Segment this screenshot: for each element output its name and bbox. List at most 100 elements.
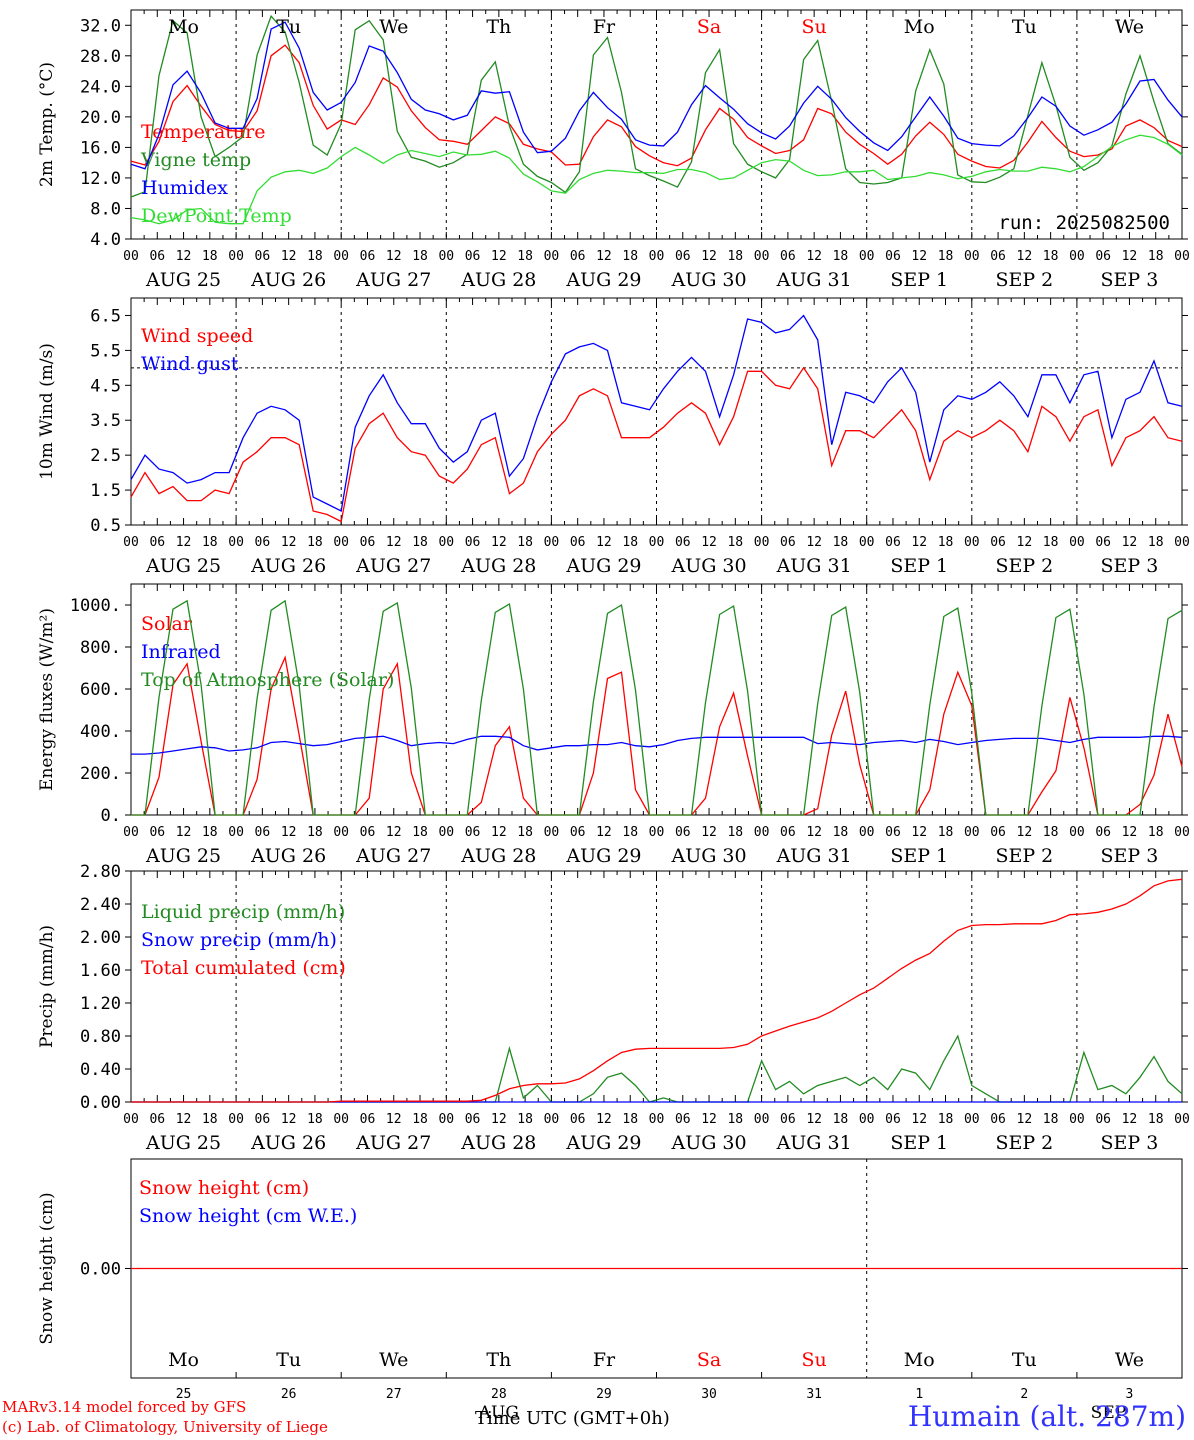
hour-tick-label: 06: [570, 1112, 586, 1127]
series-line-wind-gust: [130, 314, 1183, 512]
hour-tick-label: 00: [1174, 249, 1190, 264]
y-tick-label: 3.5: [90, 411, 121, 431]
hour-tick-label: 06: [885, 1112, 901, 1127]
date-label: AUG 30: [670, 1132, 746, 1154]
hour-tick-label: 12: [1122, 1112, 1138, 1127]
series-line-total-cumulated-cm-: [131, 878, 1183, 1103]
hour-tick-label: 00: [123, 1112, 139, 1127]
day-number-label: 1: [915, 1387, 923, 1402]
date-label: AUG 31: [776, 845, 852, 867]
y-tick-label: 0.5: [90, 516, 121, 536]
y-tick-label: 0.00: [80, 1260, 121, 1280]
model-credit: MARv3.14 model forced by GFS: [2, 1398, 247, 1416]
hour-tick-label: 00: [438, 1112, 454, 1127]
hour-tick-label: 06: [990, 249, 1006, 264]
date-label: AUG 30: [670, 269, 746, 291]
hour-tick-label: 00: [544, 535, 560, 550]
hour-tick-label: 12: [491, 249, 507, 264]
series-line-humidex: [130, 21, 1183, 170]
weekday-label: Tu: [1012, 16, 1037, 38]
hour-tick-label: 12: [596, 535, 612, 550]
y-tick-label: 200.: [80, 764, 121, 784]
legend-entry: DewPoint Temp: [141, 205, 292, 227]
hour-tick-label: 18: [938, 535, 954, 550]
hour-tick-label: 12: [911, 1112, 927, 1127]
hour-tick-label: 18: [938, 249, 954, 264]
weekday-label: We: [379, 16, 408, 38]
y-tick-label: 2.00: [80, 928, 121, 948]
hour-tick-label: 12: [281, 249, 297, 264]
hour-tick-label: 00: [123, 825, 139, 840]
hour-tick-label: 06: [255, 535, 271, 550]
hour-tick-label: 12: [701, 825, 717, 840]
hour-tick-label: 12: [701, 535, 717, 550]
series-line-dewpoint-temp: [130, 134, 1183, 225]
hour-tick-label: 18: [833, 249, 849, 264]
weekday-label: We: [379, 1349, 408, 1371]
hour-tick-label: 18: [517, 825, 533, 840]
hour-tick-label: 06: [885, 535, 901, 550]
hour-tick-label: 06: [675, 1112, 691, 1127]
date-label: AUG 28: [460, 269, 536, 291]
date-label: AUG 26: [250, 269, 326, 291]
day-number-label: 26: [281, 1387, 297, 1402]
hour-tick-label: 18: [307, 1112, 323, 1127]
hour-tick-label: 18: [938, 1112, 954, 1127]
date-label: AUG 30: [670, 555, 746, 577]
month-label: SEP: [1091, 1403, 1127, 1423]
hour-tick-label: 06: [255, 249, 271, 264]
hour-tick-label: 18: [1043, 535, 1059, 550]
hour-tick-label: 06: [570, 535, 586, 550]
weekday-label: We: [1115, 1349, 1144, 1371]
hour-tick-label: 06: [465, 1112, 481, 1127]
hour-tick-label: 06: [255, 1112, 271, 1127]
hour-tick-label: 00: [228, 249, 244, 264]
hour-tick-label: 12: [911, 535, 927, 550]
hour-tick-label: 18: [1043, 825, 1059, 840]
date-label: AUG 27: [355, 555, 431, 577]
hour-tick-label: 06: [465, 249, 481, 264]
hour-tick-label: 06: [465, 535, 481, 550]
date-label: SEP 1: [890, 845, 948, 867]
date-label: SEP 2: [995, 1132, 1053, 1154]
hour-tick-label: 06: [149, 825, 165, 840]
legend-entry: Liquid precip (mm/h): [141, 901, 345, 923]
date-label: SEP 1: [890, 269, 948, 291]
date-label: AUG 25: [145, 555, 221, 577]
y-tick-label: 5.5: [90, 341, 121, 361]
y-tick-label: 28.0: [80, 47, 121, 67]
hour-tick-label: 12: [701, 1112, 717, 1127]
x-axis-label: Time UTC (GMT+0h): [475, 1408, 670, 1429]
legend-entry: Top of Atmosphere (Solar): [141, 669, 394, 691]
y-axis-label: 10m Wind (m/s): [37, 343, 57, 480]
day-number-label: 28: [491, 1387, 507, 1402]
hour-tick-label: 18: [412, 825, 428, 840]
legend-entry: Humidex: [141, 177, 228, 199]
weekday-label: Th: [486, 1349, 511, 1371]
y-tick-label: 24.0: [80, 77, 121, 97]
hour-tick-label: 00: [1069, 535, 1085, 550]
date-label: AUG 29: [565, 555, 641, 577]
hour-tick-label: 00: [754, 249, 770, 264]
hour-tick-label: 12: [386, 1112, 402, 1127]
hour-tick-label: 00: [333, 535, 349, 550]
hour-tick-label: 18: [202, 825, 218, 840]
date-label: AUG 25: [145, 1132, 221, 1154]
hour-tick-label: 12: [281, 825, 297, 840]
legend-entry: Wind gust: [141, 353, 239, 375]
date-label: AUG 29: [565, 845, 641, 867]
day-number-label: 27: [386, 1387, 402, 1402]
y-tick-label: 1.20: [80, 994, 121, 1014]
y-tick-label: 8.0: [90, 199, 121, 219]
hour-tick-label: 18: [727, 535, 743, 550]
day-number-label: 31: [806, 1387, 822, 1402]
y-tick-label: 2.80: [80, 862, 121, 882]
date-label: AUG 29: [565, 1132, 641, 1154]
hour-tick-label: 00: [964, 825, 980, 840]
date-label: AUG 25: [145, 845, 221, 867]
y-tick-label: 6.5: [90, 306, 121, 326]
date-label: SEP 1: [890, 555, 948, 577]
y-tick-label: 2.5: [90, 446, 121, 466]
hour-tick-label: 18: [517, 249, 533, 264]
hour-tick-label: 06: [465, 825, 481, 840]
